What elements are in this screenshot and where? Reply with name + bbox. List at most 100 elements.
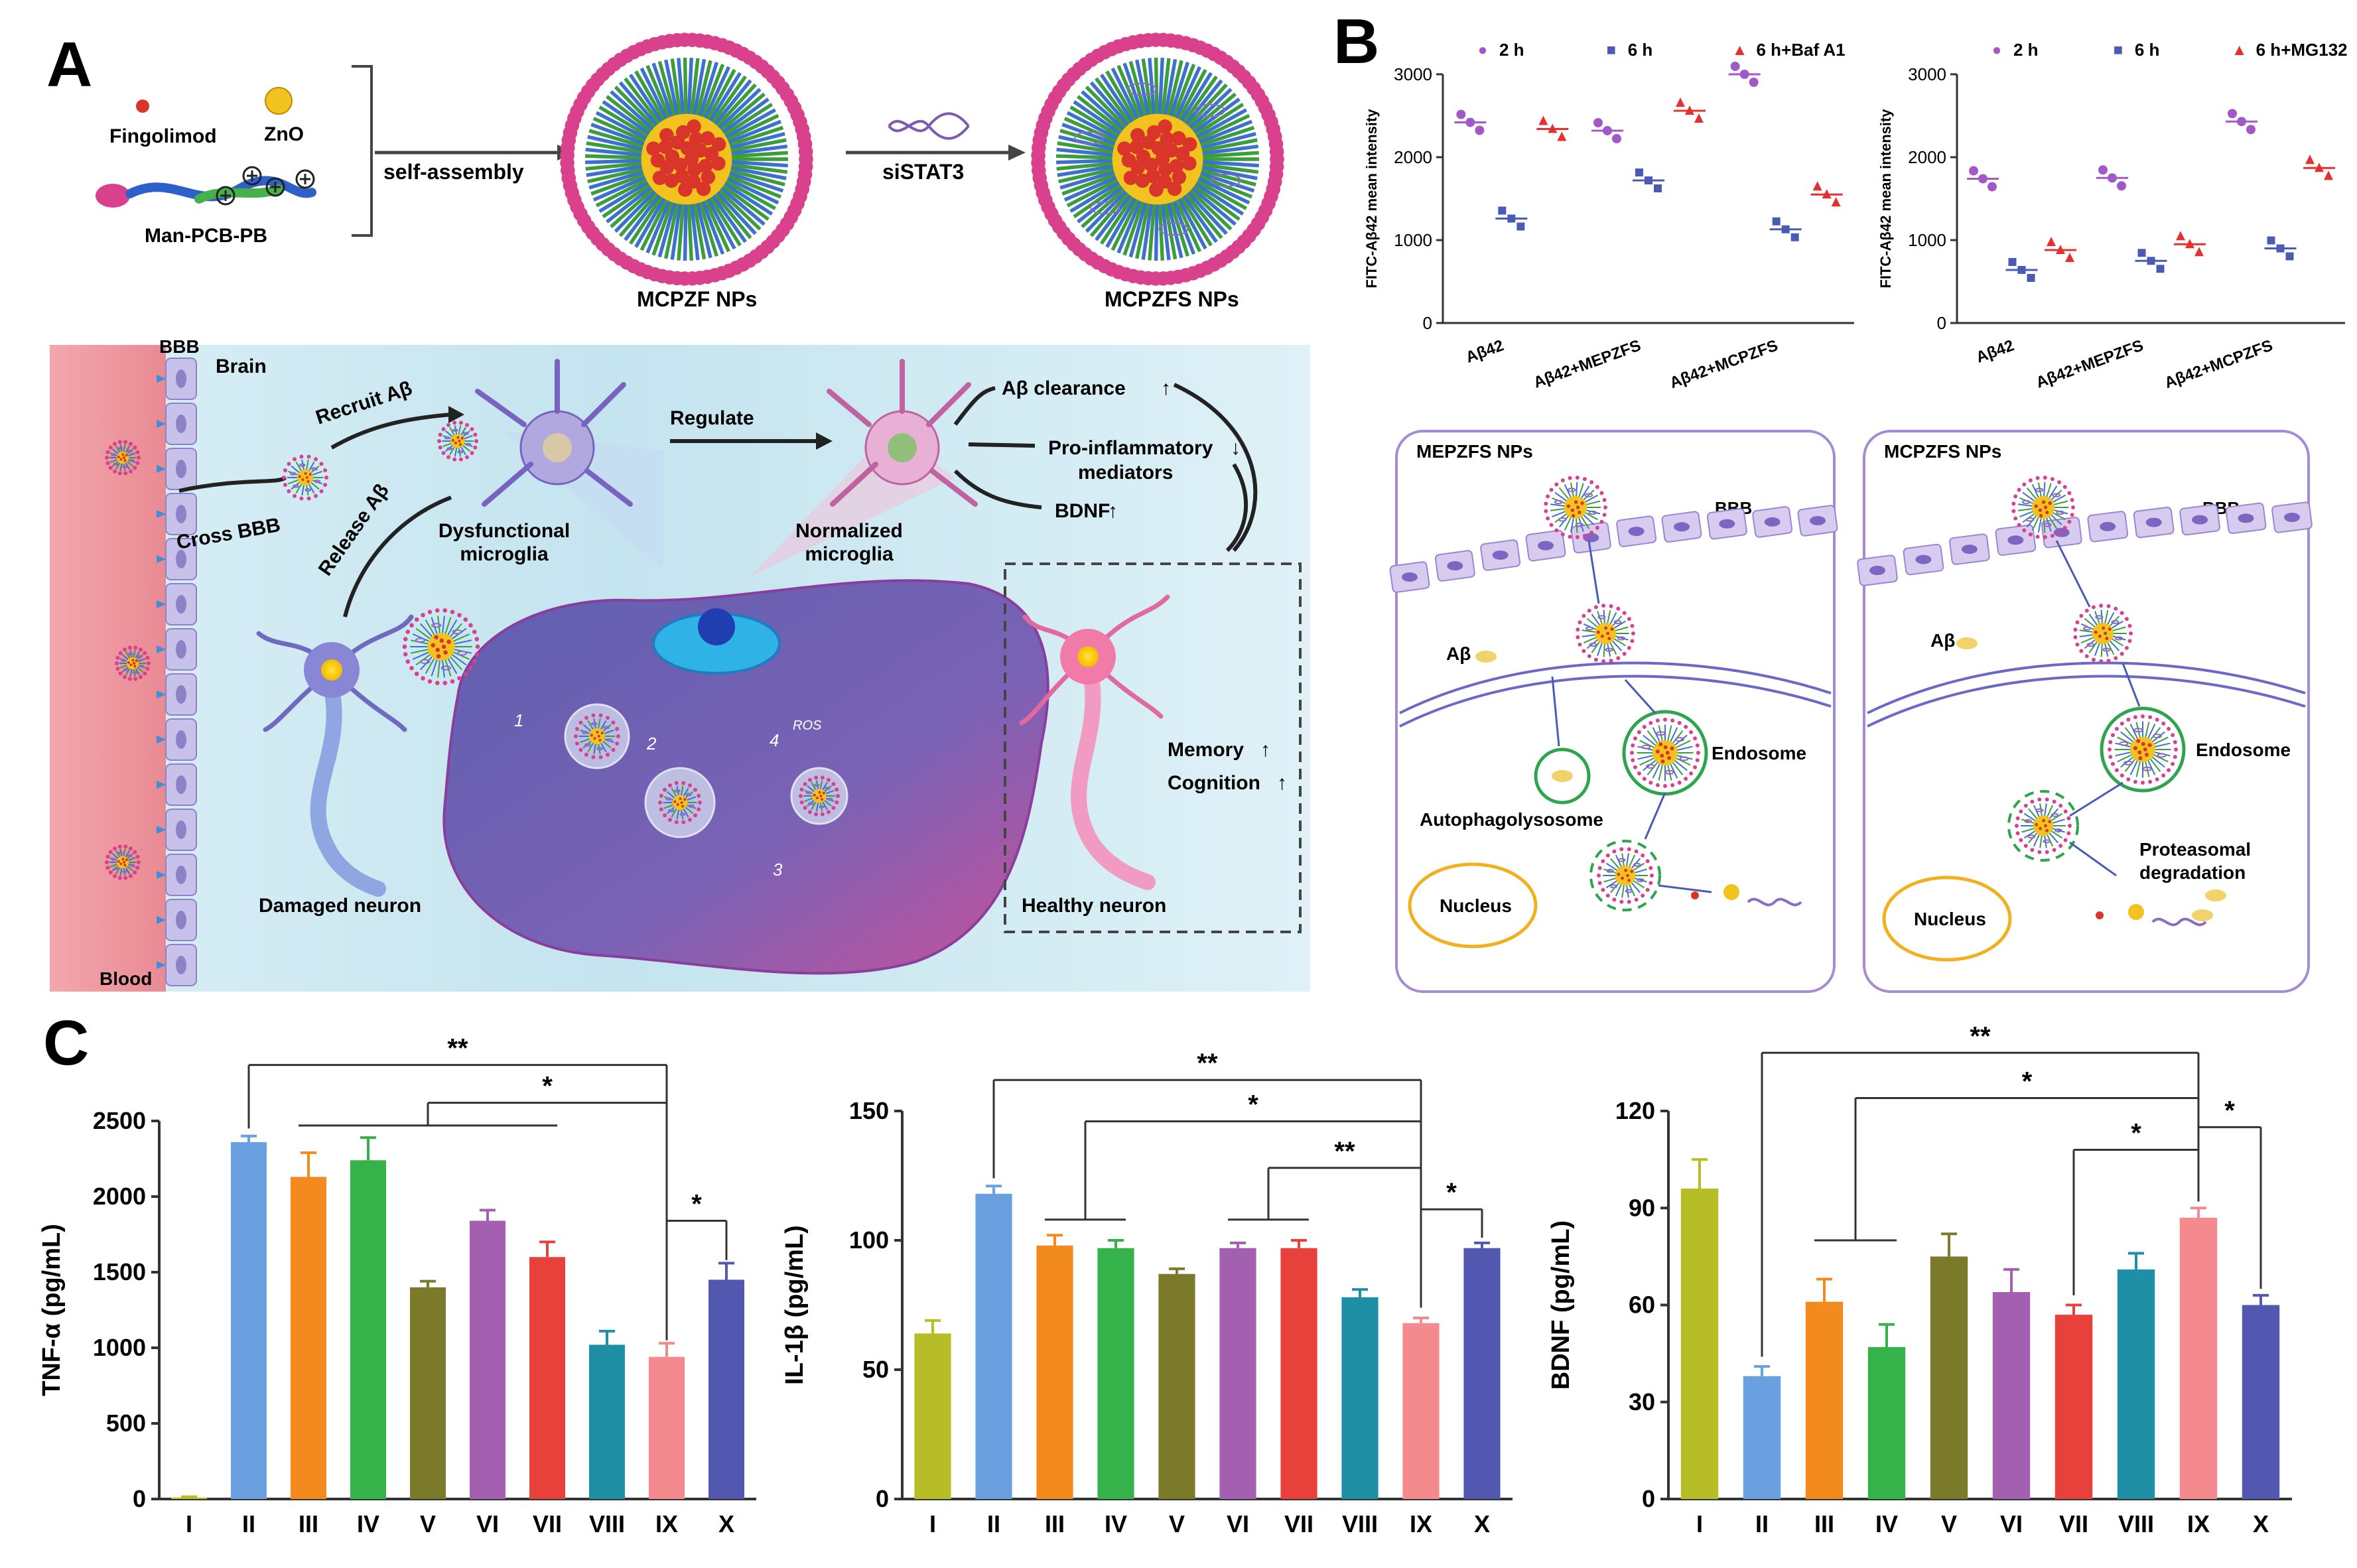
data-point [2108,173,2117,183]
data-point [1635,168,1643,176]
scheme-np-2-mannose [137,860,141,864]
y-tick-label: 2500 [93,1107,146,1134]
b-np-left-mid-mannose [1631,631,1635,635]
legend-marker: ■ [2114,41,2123,59]
scheme-np-0-sirna [113,462,119,466]
b-np-right-endo-arm [2115,751,2132,757]
b-np-left-mid-mannose [1622,611,1627,616]
np2-arm [1184,83,1228,130]
scheme-np-5-arm [419,623,433,638]
scheme-np-5-drug [446,639,451,644]
scheme-np-0-mannose [123,440,128,444]
scheme-np-5-drug [435,647,440,653]
np1-arm [697,198,719,257]
b-np-right-disassembly-drug [2039,826,2042,830]
np2-arm [1148,200,1156,261]
x-tick-label: III [1814,1510,1834,1537]
np1-arm [727,138,787,153]
scheme-np-1-sirna [139,665,145,668]
receptor [157,736,166,744]
receptor [157,690,166,698]
scheme-np-8-mannose [814,775,819,780]
b-np-left-mid-sirna [1613,620,1622,624]
b-np-left-endo-drug [1655,750,1660,754]
b-np-right-endo-mannose [2126,717,2131,722]
b-np-left-mid-arm [1613,620,1627,629]
b-np-left-mid-mannose [1616,656,1621,661]
scheme-np-5-arm [431,658,438,677]
data-point [1730,62,1740,71]
np1-drug [678,182,693,197]
b-np-left-endo-mannose [1670,718,1675,723]
receptor [157,420,166,428]
x-tick-label: Aβ42+MCPZFS [1667,336,1780,392]
data-point [1781,225,1790,233]
scheme-np-6-mannose [615,741,620,746]
b-np-left-disassembly-mannose [1597,874,1601,878]
b-np-left-top-mannose [1554,482,1559,487]
disassembly-circle-left [1589,840,1661,911]
x-tick-label: VII [1284,1510,1313,1537]
np2-drug [1160,131,1175,147]
bbb-cell-left-nucleus [1674,522,1690,532]
scheme-np-7-mannose [659,807,663,812]
x-tick-label: IX [655,1510,678,1537]
scheme-np-3-mannose [299,496,304,501]
scheme-np-3-mannose [323,482,328,487]
scheme-np-8-sirna [819,805,825,809]
scheme-np-5-drug [443,650,448,655]
np1-drug [687,162,702,177]
scheme-np-8-mannose [799,787,804,792]
sirna-released [2151,917,2207,927]
b-np-right-endo-arm [2144,760,2150,777]
data-point [2056,245,2065,254]
b-np-right-mid-mannose [2124,617,2129,621]
np2-arm [1141,58,1154,119]
legend-marker: ● [1478,41,1488,59]
scheme-np-5-arm [446,620,458,636]
scheme-np-8-sirna [824,787,831,790]
b-np-right-endo-mannose [2110,761,2115,766]
scheme-np-4-mannose [452,421,457,425]
b-np-right-mid-arm [2080,636,2094,644]
regulate-arrowhead [816,432,833,450]
b-np-left-mid-sirna [1617,636,1626,641]
b-np-right-mid-drug [2094,630,2098,634]
b-np-right-mid-sirna [2086,643,2095,647]
b-np-left-disassembly-sirna [1633,862,1641,867]
scheme-np-4-mannose [465,455,469,460]
data-point [2305,155,2315,164]
np2-drug [1167,181,1182,196]
b-np-right-mid-sirna [2115,636,2123,641]
b-np-right-disassembly-arm [2021,818,2035,824]
x-tick-label: VIII [2118,1510,2154,1537]
b-np-left-disassembly-mannose [1605,853,1610,858]
np2-arm [1178,72,1213,125]
scheme-np-3-arm [288,479,299,485]
b-np-left-mid-mannose [1582,649,1586,653]
b-np-left-top-mannose [1589,480,1594,485]
scheme-np-2-mannose [113,846,117,851]
b-np-left-endo-mannose [1689,730,1694,734]
scheme-np-7-arm [683,787,689,797]
bar-X [2242,1305,2280,1499]
scheme-np-4-drug [458,443,462,446]
data-point [2008,258,2017,266]
scheme-np-6-sirna [590,722,598,726]
b-np-left-endo-arm [1639,757,1655,766]
y-tick-label: 90 [1629,1194,1655,1221]
np1-arm [634,70,667,124]
proinflam-label-1: Pro-inflammatory [1048,437,1213,459]
np2-arm [1194,113,1250,143]
np2-sirna [1211,173,1241,187]
scheme-np-2-arm [119,848,123,857]
y-tick-label: 2000 [1394,147,1432,167]
b-np-right-top-arm [2052,494,2066,503]
np1-arm [587,166,647,184]
np2-arm [1056,147,1116,157]
scheme-np-4-sirna [465,442,472,446]
np1-arm [618,189,661,237]
scheme-np-0-arm [125,462,131,470]
np1-arm [709,75,747,127]
b-np-left-endo-mannose [1670,783,1675,787]
